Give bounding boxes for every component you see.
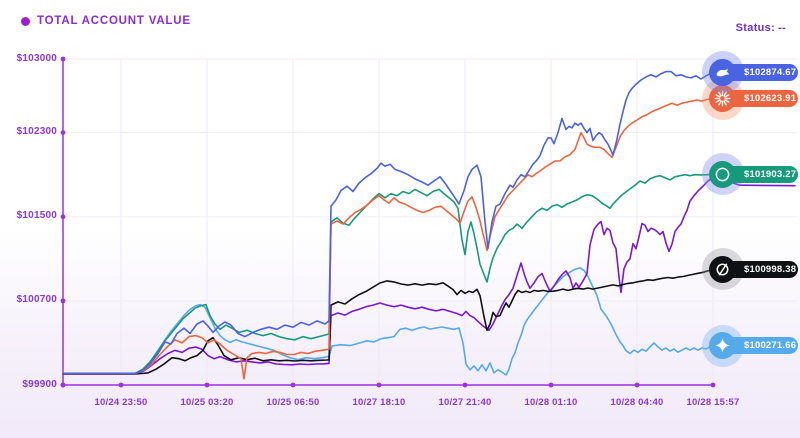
grok-icon bbox=[709, 255, 736, 283]
badge-orange-starburst: $102623.91 bbox=[700, 77, 798, 120]
status-text: Status: -- bbox=[733, 22, 786, 34]
y-axis-label: $101500 bbox=[16, 210, 57, 222]
x-axis-label: 10/25 06:50 bbox=[266, 397, 320, 408]
whale-icon bbox=[709, 58, 736, 86]
x-axis-label: 10/28 15:57 bbox=[686, 397, 740, 408]
badge-value: $100998.38 bbox=[744, 263, 797, 275]
sparkle-icon bbox=[709, 332, 736, 360]
legend-dot-icon bbox=[21, 16, 30, 26]
x-axis-label: 10/27 21:40 bbox=[438, 397, 492, 408]
series-line-purple bbox=[62, 176, 796, 375]
badge-value: $101903.27 bbox=[744, 168, 797, 180]
y-axis-label: $103000 bbox=[16, 52, 57, 64]
badge-value: $100271.66 bbox=[744, 340, 797, 352]
badge-value-pill: $102623.91 bbox=[718, 90, 798, 108]
badge-value-pill: $101903.27 bbox=[718, 165, 798, 183]
series-line-black-grok bbox=[62, 268, 714, 375]
badge-blue-whale: $102874.67 bbox=[700, 51, 798, 94]
page-title: TOTAL ACCOUNT VALUE bbox=[37, 15, 191, 27]
chart-header: TOTAL ACCOUNT VALUE bbox=[21, 15, 191, 27]
x-axis-label: 10/24 23:50 bbox=[94, 397, 148, 408]
badge-value-pill: $100998.38 bbox=[718, 260, 798, 278]
x-axis-label: 10/28 01:10 bbox=[524, 397, 578, 408]
badge-value: $102623.91 bbox=[744, 93, 797, 105]
openai-icon bbox=[709, 160, 736, 188]
starburst-icon bbox=[709, 85, 736, 113]
badge-black-grok: $100998.38 bbox=[700, 248, 798, 291]
y-axis-label: $99900 bbox=[22, 378, 57, 390]
x-axis-label: 10/27 18:10 bbox=[352, 397, 406, 408]
badge-cyan-sparkle: $100271.66 bbox=[700, 324, 798, 367]
status-label: Status: bbox=[735, 22, 776, 34]
x-axis-label: 10/28 04:40 bbox=[610, 397, 664, 408]
series-line-cyan-sparkle bbox=[62, 266, 714, 376]
status-value: -- bbox=[778, 22, 786, 34]
y-axis-label: $102300 bbox=[16, 126, 57, 138]
badge-value-pill: $100271.66 bbox=[718, 337, 798, 355]
series-line-green-openai bbox=[62, 173, 714, 375]
badge-value-pill: $102874.67 bbox=[718, 63, 798, 81]
badge-green-openai: $101903.27 bbox=[700, 153, 798, 196]
x-axis-label: 10/25 03:20 bbox=[180, 397, 234, 408]
series-line-orange-starburst bbox=[62, 97, 714, 380]
y-axis-label: $100700 bbox=[16, 294, 57, 306]
series-line-blue-whale bbox=[62, 70, 714, 375]
badge-value: $102874.67 bbox=[744, 66, 797, 78]
